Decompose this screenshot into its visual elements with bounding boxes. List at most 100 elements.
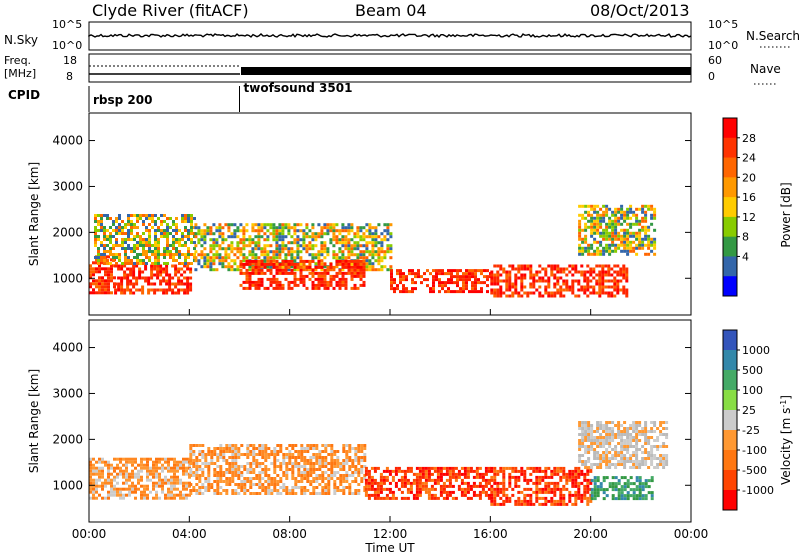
heat-cell (320, 259, 324, 263)
heat-cell (601, 285, 605, 289)
heat-cell (231, 468, 235, 471)
heat-cell (187, 238, 190, 241)
heat-cell (611, 225, 615, 229)
heat-cell (218, 262, 222, 266)
nsky-tick-top: 10^5 (52, 18, 82, 31)
heat-cell (245, 244, 249, 248)
heat-cell (424, 472, 428, 476)
heat-cell (320, 244, 324, 248)
heat-cell (571, 481, 575, 485)
heat-cell (181, 220, 184, 223)
heat-cell (590, 448, 594, 451)
heat-cell (157, 229, 160, 232)
heat-cell (95, 279, 98, 283)
heat-cell (638, 219, 642, 223)
heat-cell (562, 469, 566, 473)
heat-cell (532, 273, 536, 277)
heat-cell (356, 253, 360, 257)
heat-cell (213, 462, 217, 465)
heat-cell (107, 466, 110, 470)
heat-cell (662, 433, 666, 436)
heat-cell (421, 475, 425, 479)
heat-cell (426, 278, 429, 282)
heat-cell (180, 282, 184, 286)
heat-cell (270, 489, 274, 492)
heat-cell (475, 493, 479, 497)
colorbar-tick-label-1: 24 (742, 152, 756, 165)
heat-cell (311, 286, 315, 290)
heat-cell (373, 487, 377, 491)
heat-cell (101, 475, 104, 479)
heat-cell (641, 204, 645, 208)
heat-cell (347, 262, 351, 266)
heat-cell (586, 285, 590, 289)
heat-cell (251, 226, 255, 230)
heat-cell (248, 268, 252, 272)
heat-cell (294, 456, 298, 459)
heat-cell (586, 481, 590, 485)
heat-cell (272, 238, 276, 242)
heat-cell (605, 246, 609, 250)
heat-cell (172, 238, 175, 241)
heat-cell (303, 471, 307, 474)
heat-cell (329, 274, 333, 278)
heat-cell (611, 476, 615, 480)
heat-cell (486, 290, 489, 294)
heat-cell (484, 472, 488, 476)
heat-cell (415, 484, 419, 488)
x-axis-label: Time UT (364, 541, 415, 554)
heat-cell (356, 274, 360, 278)
heat-cell (168, 273, 172, 277)
heat-cell (571, 267, 575, 271)
heat-cell (153, 282, 157, 286)
heat-cell (385, 487, 389, 491)
heat-cell (209, 232, 213, 236)
heat-cell (263, 286, 267, 290)
heat-cell (508, 484, 512, 488)
x-tick-label-2: 08:00 (272, 527, 307, 541)
heat-cell (225, 468, 229, 471)
heat-cell (599, 442, 603, 445)
heat-cell (245, 271, 249, 275)
heat-cell (619, 270, 623, 274)
heat-cell (269, 262, 273, 266)
heat-cell (165, 264, 169, 268)
heat-cell (94, 232, 97, 235)
heat-cell (120, 279, 124, 283)
heat-cell (593, 451, 597, 454)
heat-cell (580, 285, 584, 289)
heat-cell (236, 265, 240, 269)
heat-cell (376, 466, 380, 470)
heat-cell (163, 262, 166, 265)
heat-cell (275, 277, 279, 281)
heat-cell (596, 476, 600, 480)
heat-cell (270, 483, 274, 486)
heat-cell (620, 213, 624, 217)
heat-cell (584, 237, 588, 241)
heat-cell (601, 270, 605, 274)
heat-cell (445, 472, 449, 476)
heat-cell (626, 460, 630, 463)
heat-cell (354, 477, 358, 480)
heat-cell (231, 450, 235, 453)
heat-cell (424, 487, 428, 491)
heat-cell (336, 486, 340, 489)
heat-cell (275, 283, 279, 287)
heat-cell (629, 436, 633, 439)
heat-cell (121, 244, 124, 247)
heat-cell (189, 447, 193, 450)
heat-cell (315, 486, 319, 489)
heat-cell (426, 284, 429, 288)
heat-cell (608, 436, 612, 439)
heat-cell (605, 476, 609, 480)
heat-cell (341, 277, 345, 281)
heat-cell (617, 494, 621, 498)
heat-cell (438, 272, 441, 276)
heat-cell (514, 291, 518, 295)
heat-cell (162, 288, 166, 292)
heat-cell (629, 457, 633, 460)
heat-cell (324, 447, 328, 450)
heat-cell (496, 472, 500, 476)
heat-cell (626, 210, 630, 214)
heat-cell (267, 480, 271, 483)
